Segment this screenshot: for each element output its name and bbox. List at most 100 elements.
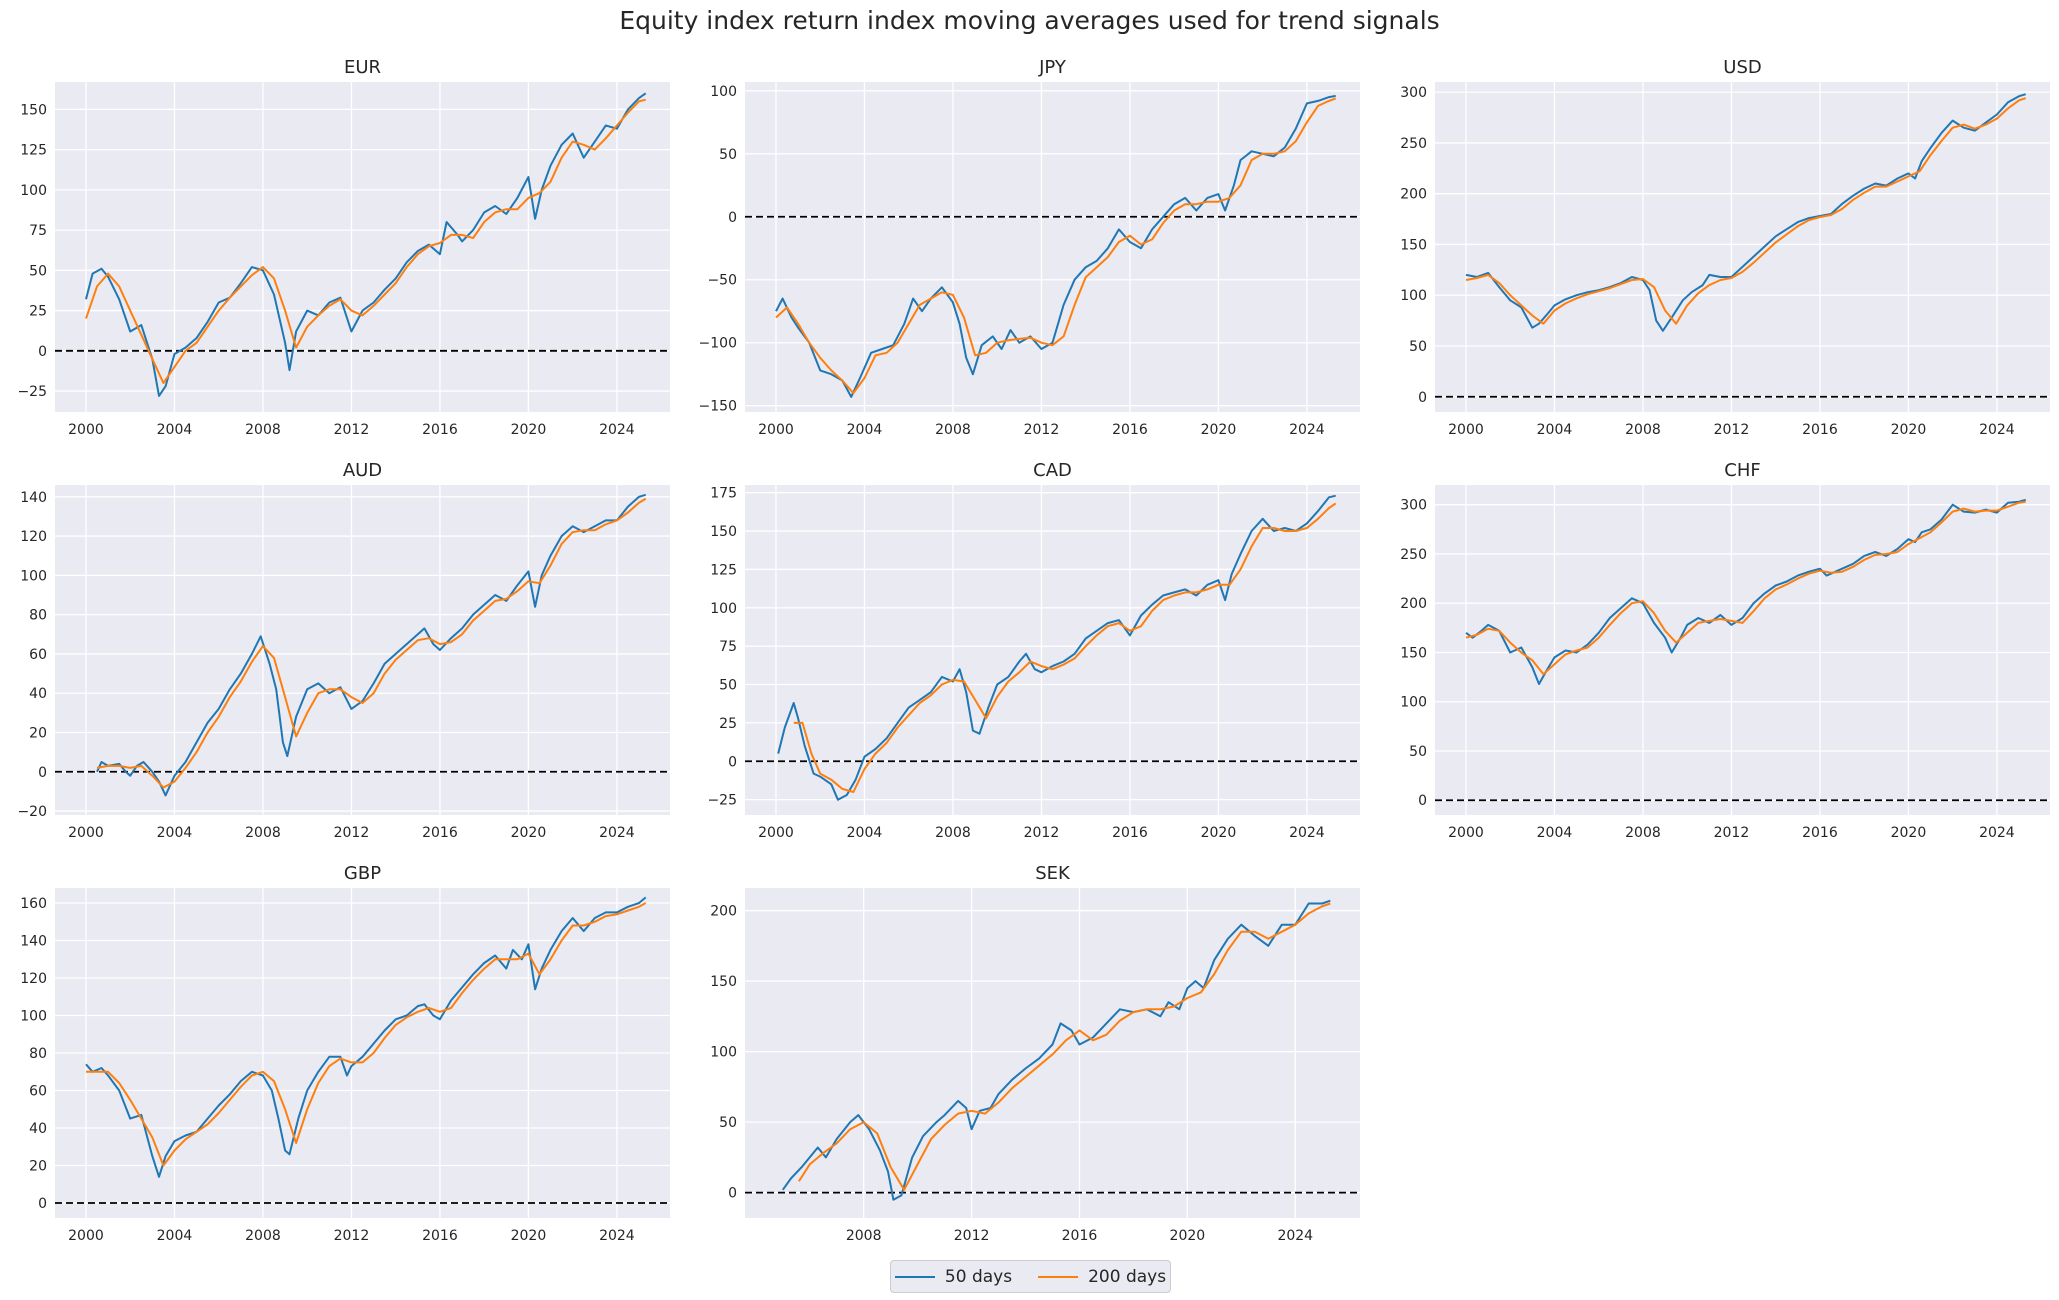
x-tick-label: 2012 (334, 825, 370, 841)
legend-swatch-50-days (894, 1275, 935, 1278)
y-tick-label: 200 (1400, 187, 1427, 203)
x-tick-label: 2020 (511, 825, 547, 841)
plot-area (1435, 82, 2050, 412)
series-line-50-days (96, 493, 646, 797)
x-tick-label: 2008 (245, 825, 281, 841)
y-tick-label: 75 (29, 223, 47, 239)
x-tick-label: 2024 (1277, 1228, 1313, 1244)
y-tick-label: 60 (29, 1084, 47, 1100)
y-tick-label: 40 (29, 686, 47, 702)
x-tick-label: 2020 (511, 422, 547, 438)
y-tick-label: 40 (29, 1121, 47, 1137)
x-tick-label: 2024 (1289, 422, 1325, 438)
x-tick-label: 2024 (1979, 422, 2015, 438)
y-tick-label: 100 (20, 1009, 47, 1025)
chart-cad: 2000 2004 2008 2012 2016 2020 2024 −25 0 25 50 75 10… (707, 460, 1360, 841)
x-tick-label: 2024 (599, 1228, 635, 1244)
y-tick-label: 0 (728, 754, 737, 770)
chart-title: JPY (1038, 57, 1067, 78)
y-tick-label: 100 (710, 601, 737, 617)
x-tick-label: 2024 (1289, 825, 1325, 841)
x-tick-label: 2008 (935, 422, 971, 438)
y-tick-label: 140 (20, 934, 47, 950)
chart-eur: 2000 2004 2008 2012 2016 2020 2024 −25 0 25 50 75 10… (17, 57, 670, 438)
chart-title: SEK (1035, 863, 1071, 884)
y-tick-label: 75 (719, 639, 737, 655)
chart-title: AUD (343, 460, 382, 481)
chart-jpy: 2000 2004 2008 2012 2016 2020 2024 −150 −100 −50 0… (699, 57, 1360, 438)
y-tick-label: 150 (1400, 237, 1427, 253)
x-tick-label: 2016 (1112, 422, 1148, 438)
x-tick-label: 2020 (1201, 422, 1237, 438)
series-line-50-days (1465, 93, 2026, 332)
x-tick-label: 2000 (1448, 422, 1484, 438)
plot-area (745, 82, 1360, 412)
x-tick-label: 2000 (68, 825, 104, 841)
x-tick-label: 2024 (1979, 825, 2015, 841)
x-tick-label: 2000 (68, 422, 104, 438)
x-tick-label: 2016 (422, 1228, 458, 1244)
y-tick-label: 250 (1400, 547, 1427, 563)
x-tick-label: 2024 (599, 422, 635, 438)
chart-title: EUR (344, 57, 381, 78)
chart-title: CAD (1033, 460, 1072, 481)
chart-usd: 2000 2004 2008 2012 2016 2020 2024 0 50 100 150 200… (1400, 57, 2050, 438)
series-line-50-days (777, 494, 1336, 801)
y-tick-label: 140 (20, 490, 47, 506)
y-tick-label: 50 (719, 1115, 737, 1131)
x-tick-label: 2004 (1537, 825, 1573, 841)
y-tick-label: 120 (20, 529, 47, 545)
y-tick-label: 150 (710, 974, 737, 990)
y-tick-label: 25 (29, 304, 47, 320)
chart-title: USD (1723, 57, 1761, 78)
chart-aud: 2000 2004 2008 2012 2016 2020 2024 −20 0 20 40 60 80… (17, 460, 670, 841)
y-tick-label: −20 (17, 804, 47, 820)
x-tick-label: 2000 (758, 422, 794, 438)
x-tick-label: 2016 (422, 422, 458, 438)
y-tick-label: 100 (1400, 695, 1427, 711)
legend-swatch-200-days (1038, 1275, 1079, 1278)
x-tick-label: 2000 (1448, 825, 1484, 841)
plot-area (55, 485, 670, 815)
y-tick-label: −25 (707, 793, 737, 809)
legend-label-50-days: 50 days (944, 1266, 1013, 1287)
y-tick-label: 0 (728, 1186, 737, 1202)
legend-item-50-days: 50 days (894, 1266, 1013, 1287)
x-tick-label: 2020 (1891, 422, 1927, 438)
x-tick-label: 2008 (1625, 825, 1661, 841)
y-tick-label: 100 (20, 183, 47, 199)
chart-chf: 2000 2004 2008 2012 2016 2020 2024 0 50 100 150 200… (1400, 460, 2050, 841)
series-line-200-days (96, 497, 647, 789)
y-tick-label: 120 (20, 971, 47, 987)
series-line-200-days (86, 902, 647, 1167)
x-tick-label: 2020 (1170, 1228, 1206, 1244)
x-tick-label: 2004 (157, 1228, 193, 1244)
series-line-50-days (775, 94, 1336, 398)
x-tick-label: 2020 (1201, 825, 1237, 841)
y-tick-label: 0 (1418, 390, 1427, 406)
series-line-200-days (793, 502, 1337, 793)
y-tick-label: 50 (1409, 744, 1427, 760)
series-line-200-days (1465, 97, 2026, 325)
y-tick-label: 80 (29, 1046, 47, 1062)
y-tick-label: 150 (1400, 645, 1427, 661)
series-line-200-days (85, 98, 646, 384)
x-tick-label: 2008 (245, 422, 281, 438)
x-tick-label: 2016 (422, 825, 458, 841)
x-tick-label: 2016 (1062, 1228, 1098, 1244)
series-line-200-days (798, 902, 1331, 1191)
legend: 50 days 200 days (890, 1260, 1171, 1293)
y-tick-label: 100 (1400, 288, 1427, 304)
x-tick-label: 2008 (935, 825, 971, 841)
x-tick-label: 2012 (334, 1228, 370, 1244)
y-tick-label: 250 (1400, 136, 1427, 152)
series-line-200-days (775, 97, 1337, 395)
x-tick-label: 2012 (334, 422, 370, 438)
x-tick-label: 2016 (1802, 825, 1838, 841)
y-tick-label: 300 (1400, 498, 1427, 514)
x-tick-label: 2008 (245, 1228, 281, 1244)
x-tick-label: 2004 (1537, 422, 1573, 438)
y-tick-label: 50 (719, 678, 737, 694)
x-tick-label: 2004 (847, 825, 883, 841)
